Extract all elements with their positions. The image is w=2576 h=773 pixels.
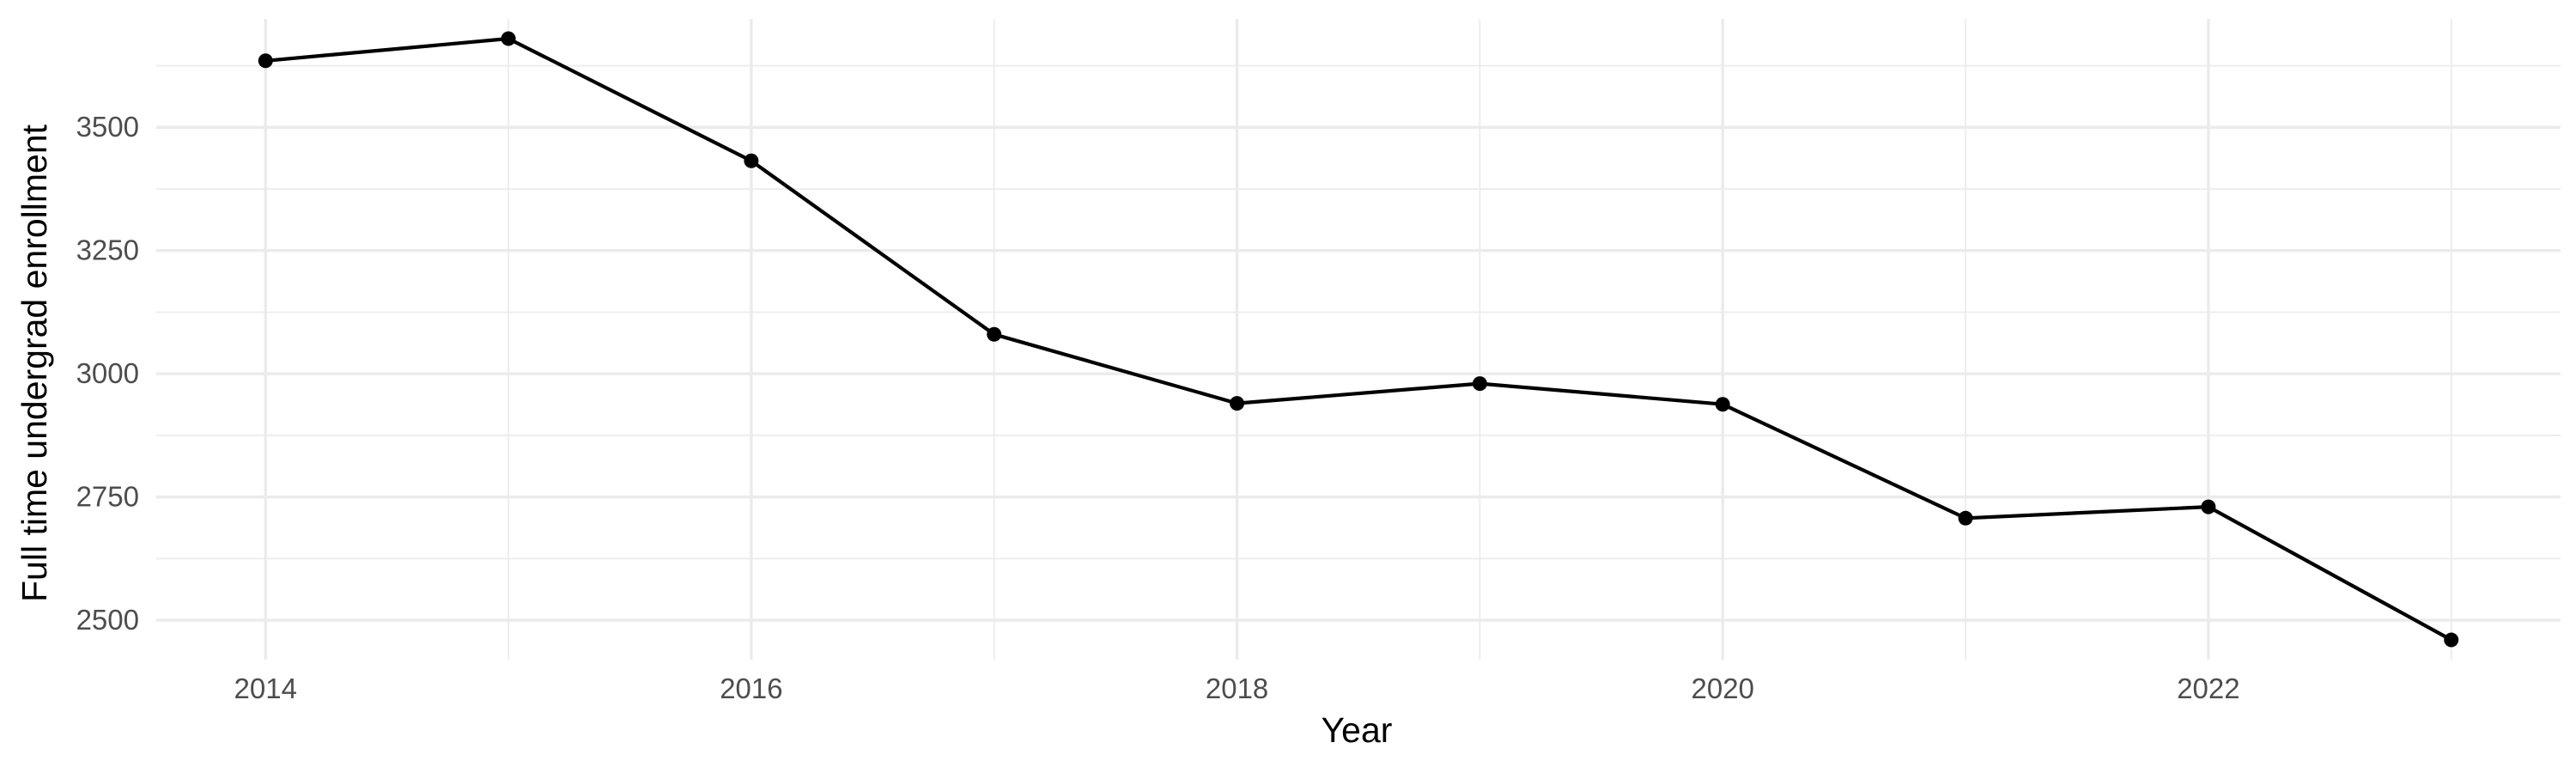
- grid: [156, 19, 2561, 660]
- data-point: [501, 31, 516, 46]
- data-point: [258, 53, 273, 69]
- data-point: [1230, 396, 1245, 411]
- y-axis-tick-labels: 2500 2750 3000 3250 3500: [76, 111, 139, 636]
- data-point: [1715, 397, 1730, 412]
- y-tick-label: 2750: [76, 481, 139, 513]
- x-tick-label: 2016: [720, 673, 782, 704]
- series-line: [265, 36, 2452, 642]
- y-tick-label: 3500: [76, 111, 139, 143]
- x-tick-label: 2018: [1206, 673, 1268, 704]
- x-axis-title: Year: [1321, 710, 1393, 750]
- data-point: [744, 153, 759, 168]
- data-point: [987, 326, 1002, 342]
- data-point: [1472, 376, 1487, 392]
- x-tick-label: 2020: [1692, 673, 1754, 704]
- y-tick-label: 3000: [76, 357, 139, 389]
- x-tick-label: 2014: [234, 673, 297, 704]
- data-point: [1958, 510, 1973, 526]
- x-axis-tick-labels: 2014 2016 2018 2020 2022: [234, 673, 2240, 704]
- series-enrollment: [258, 31, 2459, 648]
- y-axis-title: Full time undergrad enrollment: [15, 124, 54, 602]
- data-point: [2201, 499, 2216, 514]
- y-tick-label: 2500: [76, 604, 139, 636]
- x-tick-label: 2022: [2177, 673, 2239, 704]
- y-tick-label: 3250: [76, 234, 139, 266]
- data-point: [2444, 632, 2459, 648]
